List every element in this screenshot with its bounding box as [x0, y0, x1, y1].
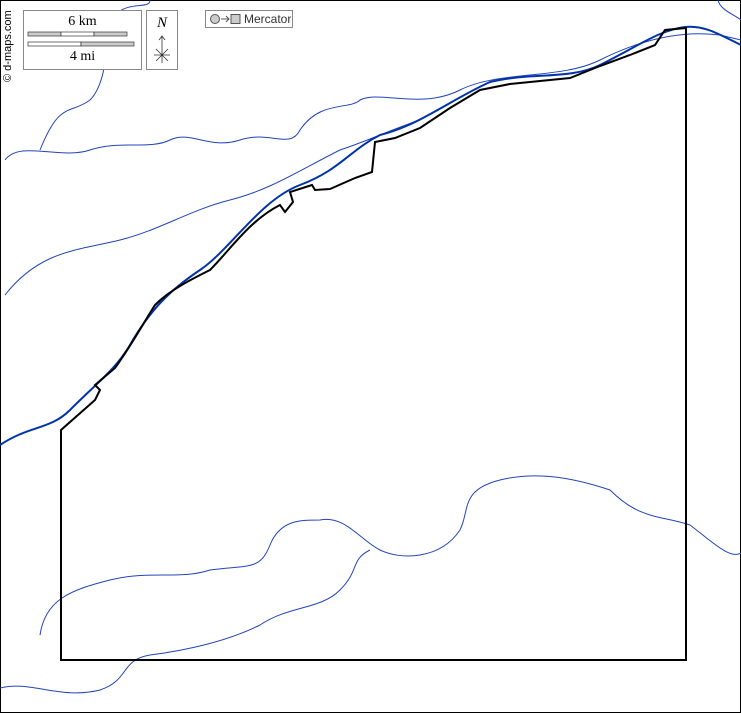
- minor-river: [4, 119, 421, 296]
- minor-river: [0, 549, 371, 694]
- scale-bars: [27, 31, 135, 47]
- minor-river: [4, 33, 741, 161]
- projection-label: Mercator: [244, 12, 292, 26]
- projection-label-box: Mercator: [205, 10, 293, 28]
- north-label: N: [156, 15, 167, 31]
- region-border: [60, 26, 687, 661]
- scale-bar: 6 km 4 mi: [23, 10, 142, 70]
- minor-river: [39, 475, 741, 636]
- north-arrow: N: [146, 10, 178, 70]
- scale-km-label: 6 km: [68, 14, 97, 29]
- credit-text: © d-maps.com: [2, 10, 14, 82]
- scale-mi-label: 4 mi: [69, 49, 96, 64]
- main-river: [0, 25, 741, 446]
- minor-river: [717, 0, 741, 21]
- compass-icon: [154, 35, 170, 63]
- circle-to-square-icon: [210, 14, 241, 24]
